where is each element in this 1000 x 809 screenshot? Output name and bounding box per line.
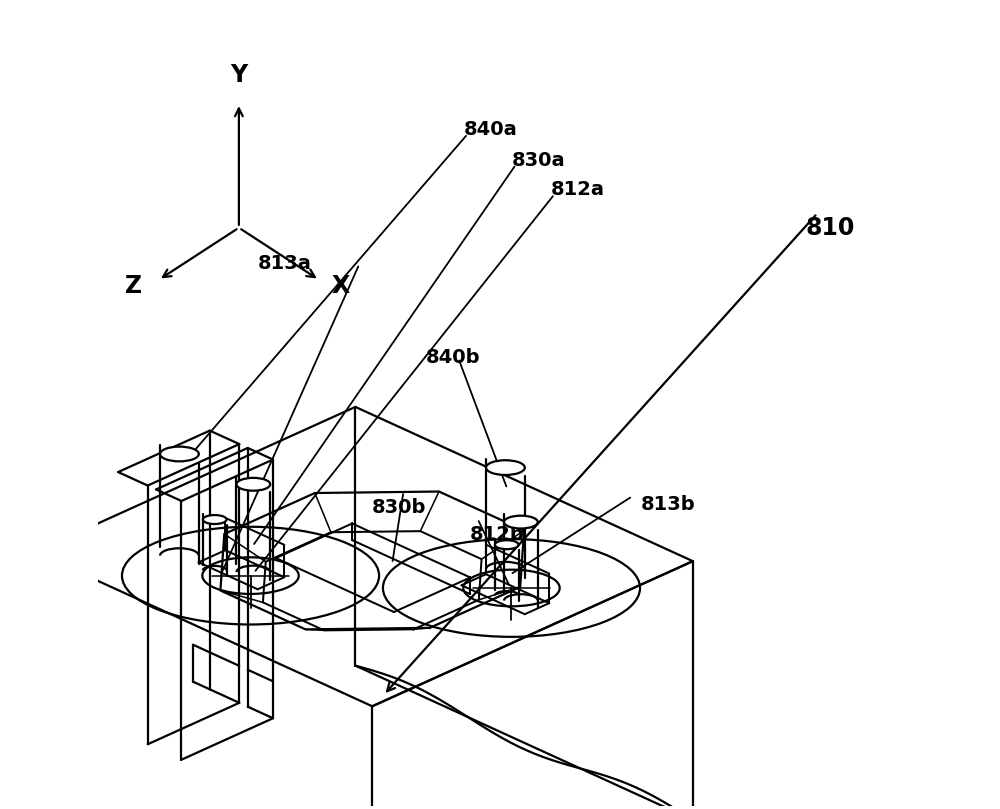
Ellipse shape: [504, 515, 538, 528]
Ellipse shape: [203, 515, 227, 524]
Ellipse shape: [236, 478, 270, 491]
Ellipse shape: [486, 460, 525, 475]
Text: Z: Z: [125, 273, 142, 298]
Text: 830a: 830a: [512, 150, 566, 170]
Text: 830b: 830b: [371, 498, 426, 517]
Ellipse shape: [495, 540, 519, 549]
Text: X: X: [331, 273, 350, 298]
Text: 813a: 813a: [257, 254, 311, 273]
Text: 810: 810: [805, 216, 855, 239]
Text: 840b: 840b: [426, 349, 481, 367]
Text: 813b: 813b: [641, 494, 695, 514]
Text: 812b: 812b: [469, 525, 524, 544]
Text: 812a: 812a: [551, 180, 605, 200]
Text: 840a: 840a: [464, 121, 518, 139]
Ellipse shape: [160, 447, 199, 461]
Text: Y: Y: [230, 63, 248, 87]
